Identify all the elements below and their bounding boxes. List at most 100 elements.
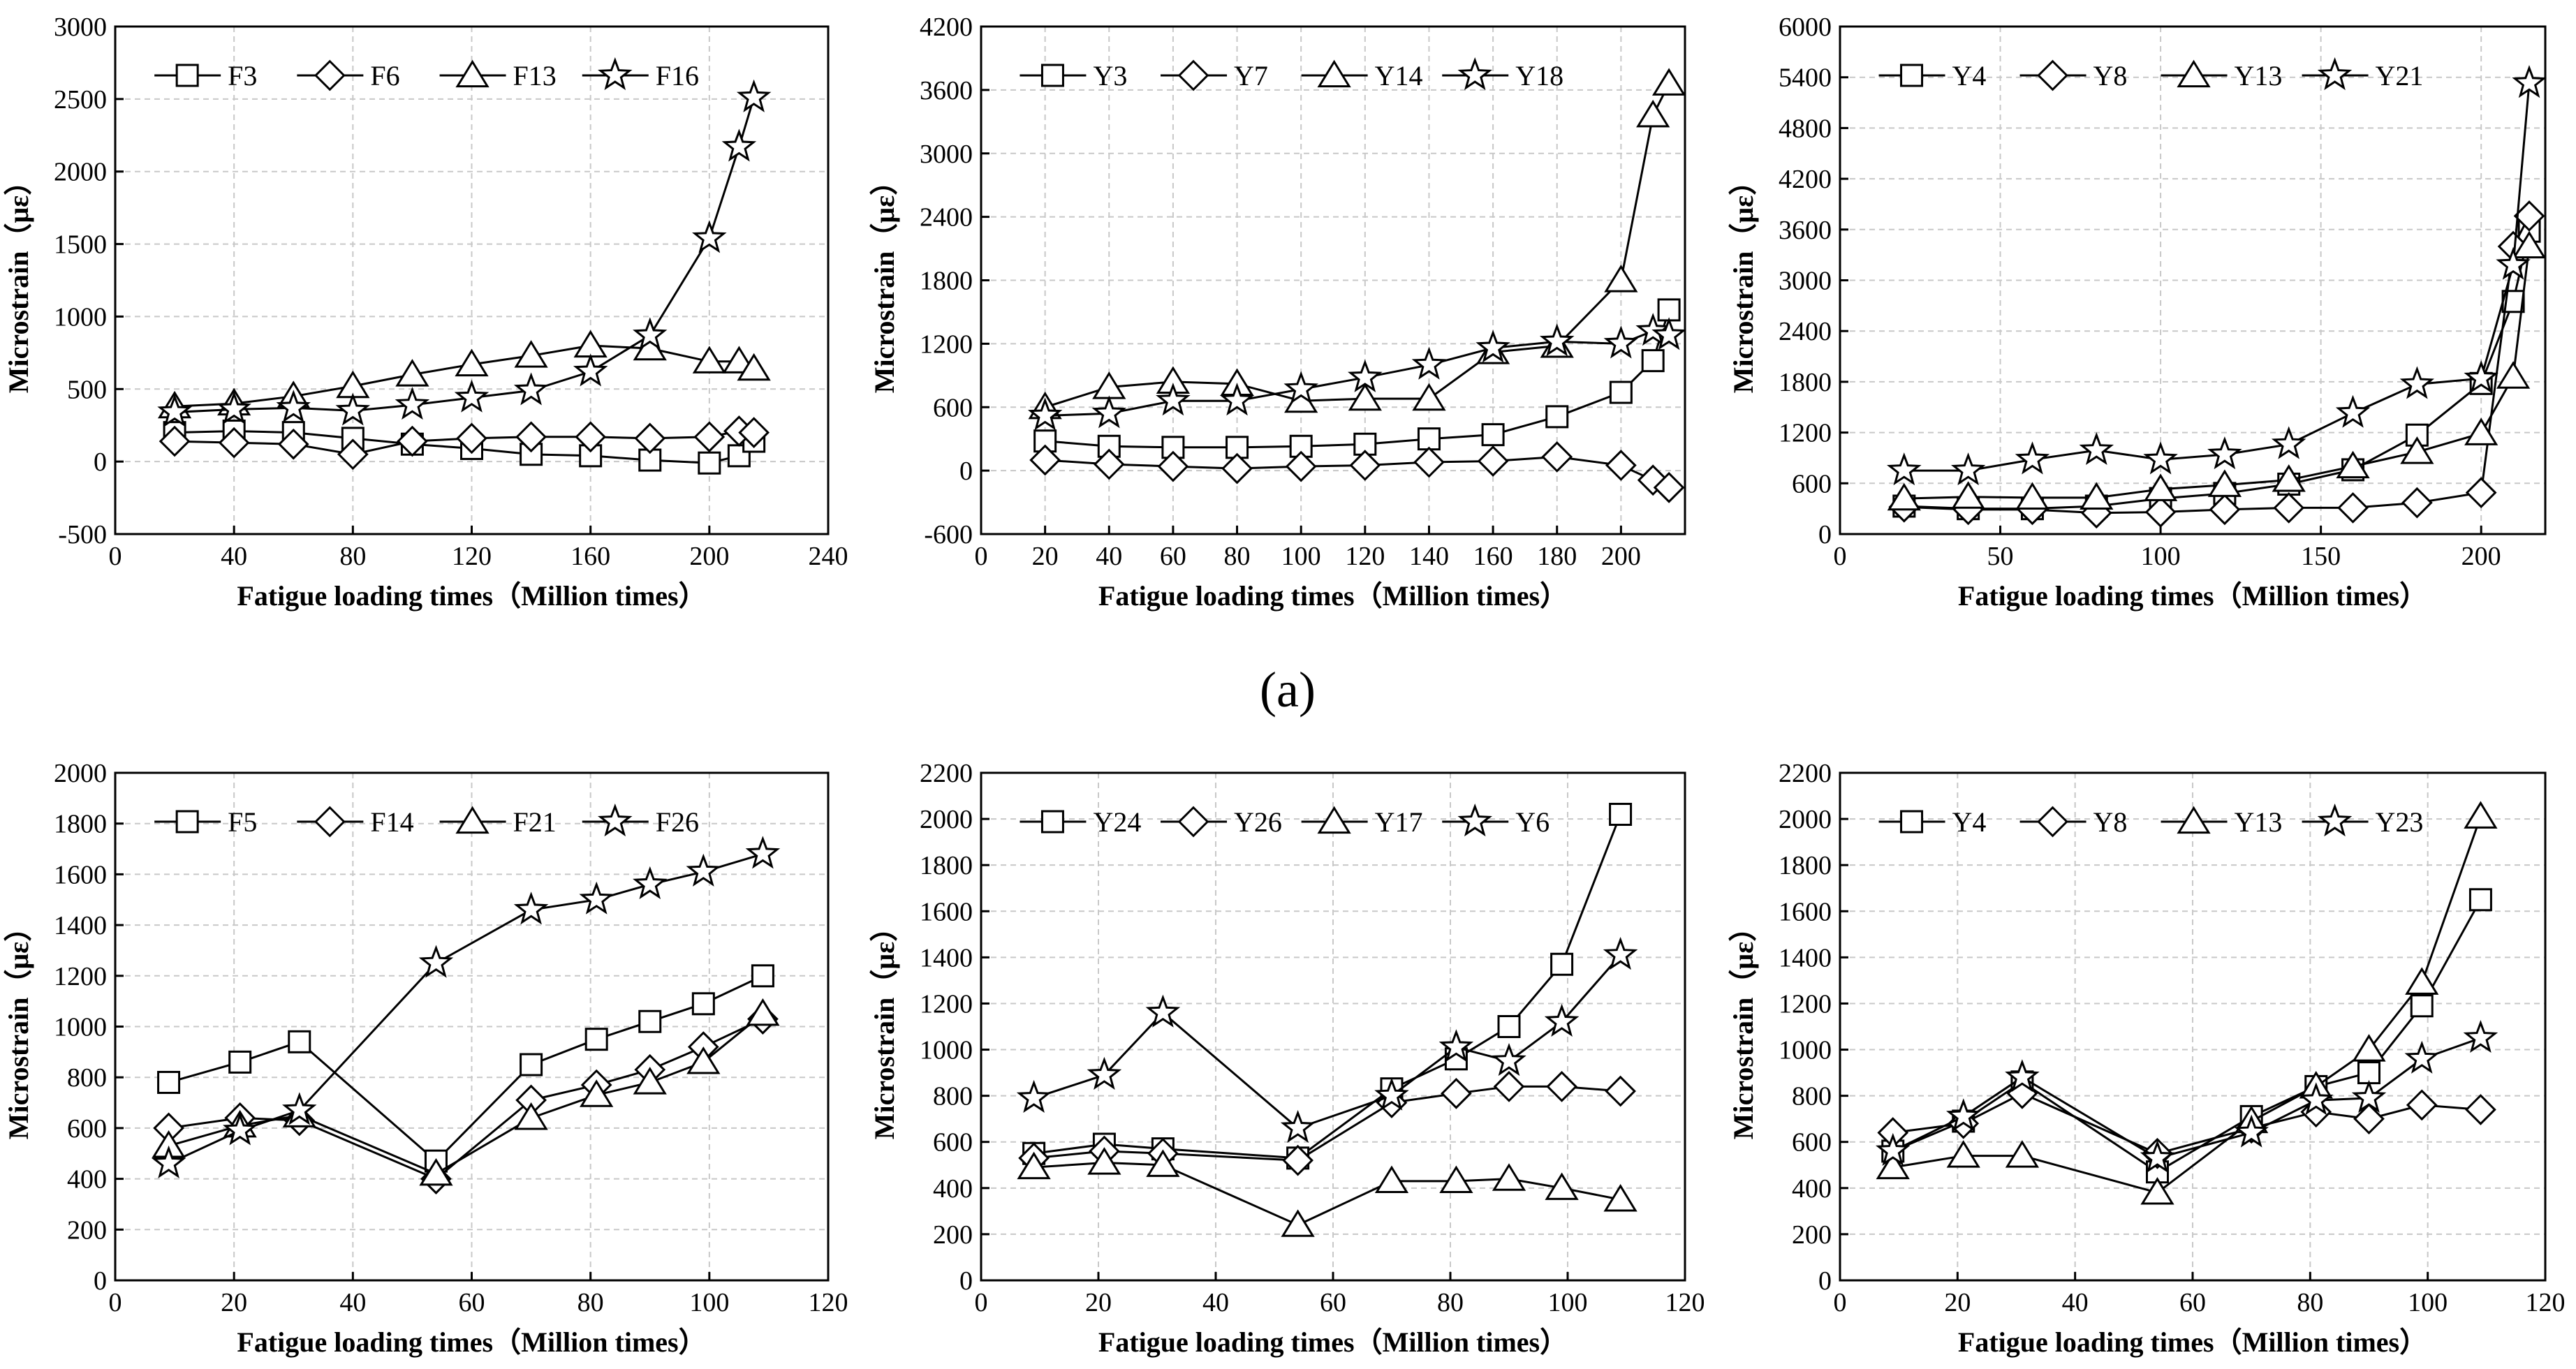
x-tick-label: 40 xyxy=(2062,1288,2089,1317)
y-tick-label: 2000 xyxy=(1779,805,1832,834)
series-Y17 xyxy=(1017,1147,1637,1237)
data-point xyxy=(1285,450,1317,482)
y-tick-label: 1600 xyxy=(1779,897,1832,926)
y-tick-label: 200 xyxy=(933,1220,973,1250)
data-point xyxy=(2400,436,2434,464)
x-tick-label: 0 xyxy=(975,542,988,571)
y-tick-label: 3600 xyxy=(920,76,973,105)
y-tick-label: 3000 xyxy=(54,13,107,42)
y-tick-label: 500 xyxy=(67,375,107,404)
x-tick-label: 120 xyxy=(452,542,492,571)
data-point xyxy=(395,359,429,387)
data-point xyxy=(2352,1034,2386,1062)
legend-marker xyxy=(1317,59,1351,88)
x-tick-label: 120 xyxy=(2526,1288,2566,1317)
data-point xyxy=(1609,380,1633,404)
legend-label: F6 xyxy=(370,60,399,91)
x-tick-label: 80 xyxy=(577,1288,604,1317)
data-point xyxy=(2406,1089,2438,1121)
data-point xyxy=(1497,1015,1521,1038)
y-tick-label: 2000 xyxy=(920,805,973,834)
data-point xyxy=(2140,1139,2175,1173)
data-point xyxy=(736,79,772,112)
x-tick-label: 120 xyxy=(1345,542,1385,571)
data-point xyxy=(1651,317,1686,350)
x-tick-label: 50 xyxy=(1987,542,2014,571)
data-point xyxy=(2143,441,2178,475)
data-point xyxy=(2399,366,2435,399)
data-point xyxy=(2464,360,2498,394)
legend-label: Y23 xyxy=(2376,806,2424,838)
data-point xyxy=(1636,99,1670,128)
data-point xyxy=(1604,265,1638,293)
x-tick-label: 120 xyxy=(809,1288,848,1317)
data-point xyxy=(575,421,607,453)
data-point xyxy=(2005,1140,2040,1168)
y-tick-label: 3000 xyxy=(1779,267,1832,296)
series-Y18 xyxy=(1027,313,1686,431)
series-F26 xyxy=(151,836,781,1178)
x-tick-label: 100 xyxy=(2408,1288,2448,1317)
x-tick-label: 120 xyxy=(1665,1288,1705,1317)
data-point xyxy=(1438,1029,1474,1063)
data-point xyxy=(1603,1183,1637,1212)
y-tick-label: -600 xyxy=(924,520,973,549)
chart-5: 0 20 40 60 80 100 1200200400600800100012001400… xyxy=(869,759,1705,1358)
data-point xyxy=(1539,323,1575,357)
data-point xyxy=(1492,1163,1526,1191)
y-tick-label: 200 xyxy=(1792,1220,1832,1250)
legend-marker xyxy=(1177,806,1209,838)
y-tick-label: 1000 xyxy=(54,1013,107,1042)
data-point xyxy=(397,425,428,457)
data-point xyxy=(691,992,715,1016)
x-tick-label: 60 xyxy=(2179,1288,2206,1317)
data-point xyxy=(633,1067,667,1095)
y-tick-label: 200 xyxy=(67,1215,107,1245)
panel-label-a: (a) xyxy=(1260,662,1316,718)
data-point xyxy=(1411,346,1447,380)
data-point xyxy=(2401,487,2433,519)
y-tick-label: 800 xyxy=(67,1063,107,1093)
data-point xyxy=(2015,482,2049,510)
data-point xyxy=(2273,492,2305,524)
y-axis-label: Microstrain（με） xyxy=(3,914,34,1139)
data-point xyxy=(515,421,547,453)
data-point xyxy=(634,422,666,454)
data-point xyxy=(738,417,770,448)
x-tick-label: 0 xyxy=(109,1288,122,1317)
series-F16 xyxy=(157,79,772,427)
y-tick-label: 1400 xyxy=(54,911,107,940)
y-tick-label: 600 xyxy=(933,393,973,422)
data-point xyxy=(686,853,721,887)
data-point xyxy=(2464,801,2498,829)
data-point xyxy=(1605,450,1637,481)
legend: Y24 Y26 Y17 Y6 xyxy=(1020,804,1550,838)
legend-label: Y13 xyxy=(2235,806,2283,838)
y-tick-label: 1200 xyxy=(54,962,107,991)
data-point xyxy=(1157,450,1189,482)
series-F21 xyxy=(152,998,780,1186)
y-tick-label: 1000 xyxy=(1779,1036,1832,1065)
data-point xyxy=(1887,452,1922,486)
y-tick-label: 800 xyxy=(1792,1082,1832,1111)
legend: Y3 Y7 Y14 Y18 xyxy=(1020,57,1563,91)
y-tick-label: 6000 xyxy=(1779,13,1832,42)
legend-marker xyxy=(1317,806,1351,834)
legend-marker xyxy=(598,57,633,91)
data-point xyxy=(1221,452,1253,484)
data-point xyxy=(1887,482,1921,511)
data-point xyxy=(513,372,549,406)
data-point xyxy=(692,220,727,253)
y-tick-label: 1200 xyxy=(920,330,973,359)
data-point xyxy=(1603,325,1639,359)
x-tick-label: 100 xyxy=(1548,1288,1588,1317)
data-point xyxy=(337,438,369,471)
data-point xyxy=(2512,230,2547,259)
y-tick-label: 1400 xyxy=(920,943,973,972)
data-point xyxy=(1029,444,1061,476)
y-tick-label: 4200 xyxy=(1779,165,1832,194)
x-tick-label: 240 xyxy=(809,542,848,571)
legend-marker xyxy=(175,810,199,834)
data-point xyxy=(746,998,780,1026)
x-tick-label: 180 xyxy=(1537,542,1577,571)
